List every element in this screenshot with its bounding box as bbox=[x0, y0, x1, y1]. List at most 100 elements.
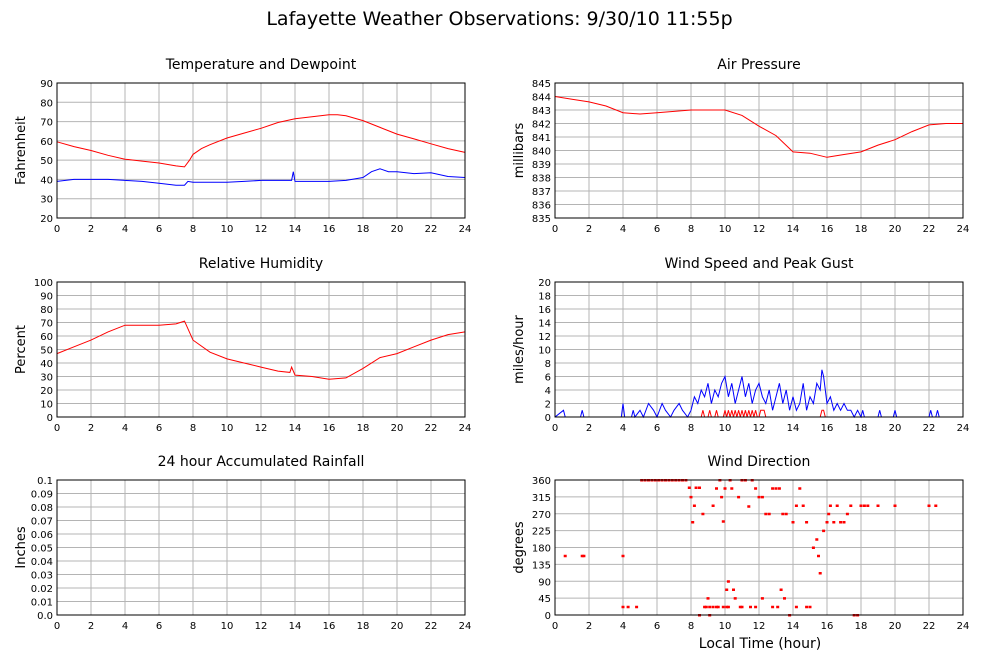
x-tick-label: 22 bbox=[923, 621, 936, 632]
data-point bbox=[815, 538, 819, 541]
y-tick-label: 80 bbox=[40, 98, 53, 109]
y-tick-label: 270 bbox=[532, 510, 551, 521]
y-tick-label: 6 bbox=[545, 373, 551, 384]
x-tick-label: 12 bbox=[255, 621, 268, 632]
y-tick-label: 8 bbox=[545, 359, 551, 370]
x-tick-label: 10 bbox=[719, 621, 732, 632]
plot-frame bbox=[56, 281, 466, 418]
x-tick-label: 14 bbox=[289, 621, 302, 632]
x-tick-label: 18 bbox=[357, 423, 370, 434]
data-point bbox=[771, 605, 775, 609]
x-tick-label: 8 bbox=[190, 224, 196, 235]
data-point bbox=[822, 529, 826, 533]
data-point bbox=[580, 554, 584, 558]
y-tick-label: 30 bbox=[40, 373, 53, 384]
y-tick-label: 836 bbox=[532, 201, 551, 212]
chart-title: Temperature and Dewpoint bbox=[165, 57, 357, 73]
y-tick-label: 90 bbox=[538, 577, 551, 588]
x-tick-label: 24 bbox=[957, 224, 970, 235]
y-axis-label: millibars bbox=[512, 123, 527, 179]
y-tick-label: 90 bbox=[40, 292, 53, 303]
data-point bbox=[626, 605, 630, 609]
data-point bbox=[701, 512, 705, 516]
data-point bbox=[691, 521, 695, 524]
x-tick-label: 12 bbox=[255, 423, 268, 434]
x-tick-label: 6 bbox=[654, 224, 660, 235]
series-line-0 bbox=[56, 114, 466, 168]
x-tick-label: 2 bbox=[88, 224, 94, 235]
data-point bbox=[805, 605, 809, 609]
data-point bbox=[927, 504, 931, 507]
data-point bbox=[563, 554, 567, 558]
data-point bbox=[784, 512, 788, 516]
data-point bbox=[725, 588, 729, 591]
x-tick-label: 4 bbox=[122, 621, 128, 632]
x-tick-label: 24 bbox=[459, 423, 472, 434]
data-point bbox=[794, 605, 798, 609]
x-tick-label: 16 bbox=[821, 423, 834, 434]
chart-title: 24 hour Accumulated Rainfall bbox=[158, 454, 365, 470]
x-tick-label: 20 bbox=[889, 423, 902, 434]
data-point bbox=[862, 504, 866, 507]
y-tick-label: 225 bbox=[532, 527, 551, 538]
x-tick-label: 12 bbox=[753, 224, 766, 235]
y-axis-label: Fahrenheit bbox=[14, 116, 29, 185]
y-tick-label: 12 bbox=[538, 332, 551, 343]
data-point bbox=[757, 495, 761, 499]
chart-direction: 0 2 4 6 8 10 12 14 16 18 20 22 240459013518022527031… bbox=[512, 454, 969, 632]
data-point bbox=[776, 605, 780, 609]
chart-title: Wind Direction bbox=[708, 454, 811, 470]
x-tick-label: 6 bbox=[156, 423, 162, 434]
x-tick-label: 2 bbox=[586, 224, 592, 235]
y-tick-label: 0 bbox=[545, 413, 551, 424]
y-tick-label: 4 bbox=[545, 386, 551, 397]
y-tick-label: 20 bbox=[538, 278, 551, 289]
x-tick-label: 16 bbox=[323, 423, 336, 434]
data-point bbox=[832, 521, 836, 524]
x-tick-label: 22 bbox=[923, 224, 936, 235]
x-tick-label: 8 bbox=[190, 621, 196, 632]
y-tick-label: 0 bbox=[545, 611, 551, 622]
chart-title: Air Pressure bbox=[717, 57, 800, 73]
data-point bbox=[774, 487, 778, 490]
data-point bbox=[715, 487, 718, 490]
x-tick-label: 22 bbox=[923, 423, 936, 434]
x-tick-label: 10 bbox=[221, 224, 234, 235]
x-tick-label: 4 bbox=[122, 423, 128, 434]
y-axis-label: miles/hour bbox=[512, 314, 527, 383]
x-tick-label: 16 bbox=[323, 621, 336, 632]
y-tick-label: 70 bbox=[40, 319, 53, 330]
x-tick-label: 22 bbox=[425, 621, 438, 632]
x-tick-label: 18 bbox=[855, 621, 868, 632]
y-tick-label: 0.03 bbox=[31, 571, 53, 582]
y-tick-label: 0.01 bbox=[31, 598, 53, 609]
data-point bbox=[754, 487, 758, 490]
data-point bbox=[730, 487, 734, 490]
x-tick-label: 0 bbox=[552, 621, 558, 632]
data-point bbox=[811, 546, 815, 549]
chart-pressure: 0 2 4 6 8 10 12 14 16 18 20 22 248358368378388398408… bbox=[512, 57, 969, 235]
x-tick-label: 2 bbox=[88, 621, 94, 632]
data-point bbox=[698, 486, 701, 489]
x-tick-label: 20 bbox=[889, 224, 902, 235]
y-tick-label: 839 bbox=[532, 160, 551, 171]
data-point bbox=[760, 597, 764, 600]
plot-frame bbox=[554, 479, 964, 616]
data-point bbox=[771, 487, 775, 490]
data-point bbox=[721, 605, 725, 609]
y-tick-label: 20 bbox=[40, 214, 53, 225]
y-tick-label: 315 bbox=[532, 493, 551, 504]
data-point bbox=[760, 495, 764, 499]
y-tick-label: 50 bbox=[40, 156, 53, 167]
x-tick-label: 20 bbox=[391, 224, 404, 235]
data-point bbox=[835, 504, 839, 507]
x-tick-label: 20 bbox=[889, 621, 902, 632]
data-point bbox=[779, 588, 783, 591]
y-tick-label: 0.05 bbox=[31, 544, 53, 555]
data-point bbox=[711, 504, 715, 507]
y-tick-label: 80 bbox=[40, 305, 53, 316]
y-tick-label: 10 bbox=[40, 400, 53, 411]
x-tick-label: 16 bbox=[821, 621, 834, 632]
data-point bbox=[749, 605, 752, 609]
